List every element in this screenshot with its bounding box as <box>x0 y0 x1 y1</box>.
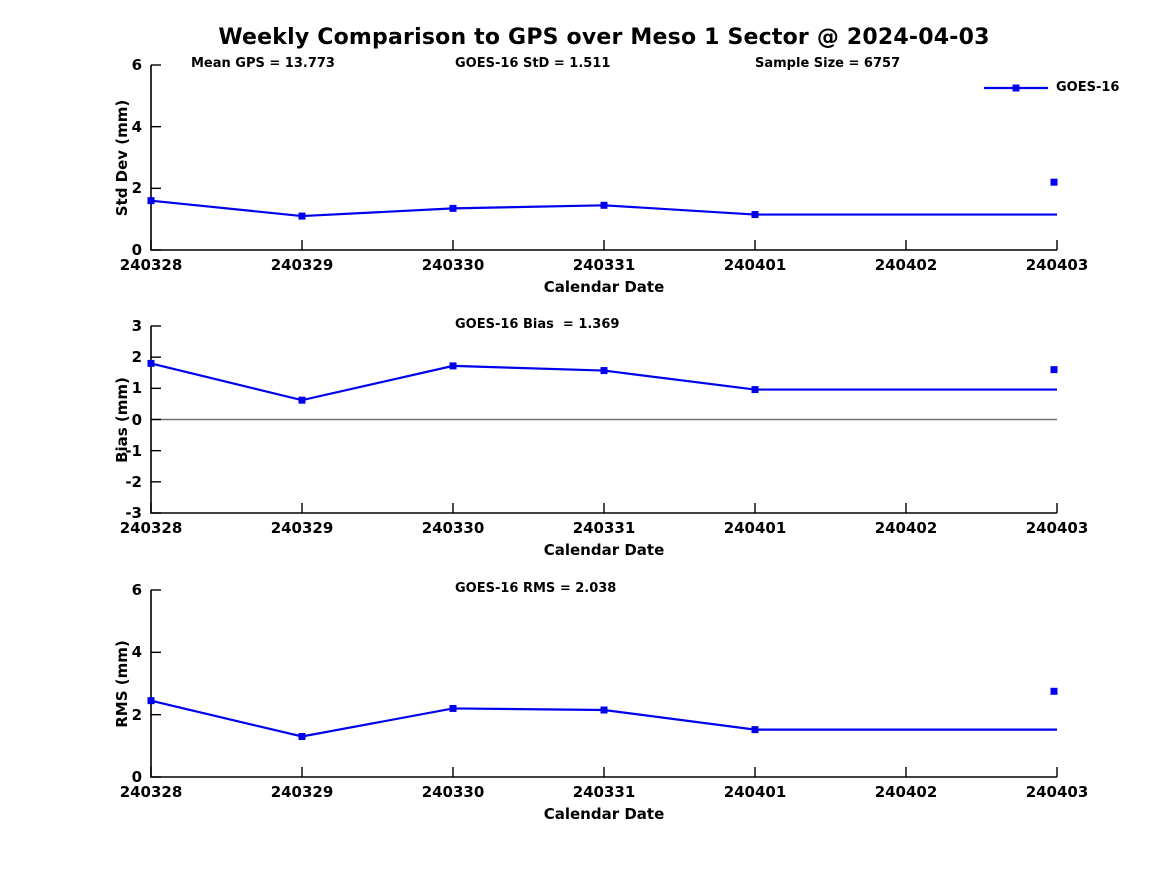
legend: GOES-16 <box>983 80 1119 95</box>
annotation: GOES-16 StD = 1.511 <box>455 56 611 71</box>
annotation: GOES-16 RMS = 2.038 <box>455 581 617 596</box>
data-point-marker <box>449 362 457 370</box>
y-tick-label: 0 <box>131 768 142 786</box>
y-axis-title: Bias (mm) <box>113 376 131 463</box>
y-tick-label: 2 <box>131 179 142 198</box>
axes-spines <box>150 590 1057 778</box>
data-point-marker <box>298 212 306 220</box>
data-point-marker <box>751 386 759 394</box>
x-tick-label: 240331 <box>572 256 636 274</box>
axes-spines <box>150 65 1057 251</box>
y-tick-label: 6 <box>131 581 142 599</box>
y-tick-label: 0 <box>131 241 142 259</box>
x-tick-label: 240329 <box>270 256 334 274</box>
data-point-marker <box>600 706 608 714</box>
data-point-marker <box>147 197 155 205</box>
x-tick-label: 240403 <box>1025 519 1089 537</box>
legend-marker <box>1012 84 1020 91</box>
x-tick-label: 240402 <box>874 783 938 801</box>
y-tick-label: -1 <box>125 441 142 460</box>
y-tick-label: 4 <box>131 643 142 662</box>
y-tick-label: 4 <box>131 117 142 136</box>
y-axis-title: Std Dev (mm) <box>113 99 131 216</box>
annotation: Mean GPS = 13.773 <box>191 56 335 71</box>
y-tick-label: -3 <box>125 504 142 522</box>
x-tick-label: 240330 <box>421 256 485 274</box>
data-point-marker <box>600 367 608 375</box>
annotation: GOES-16 Bias = 1.369 <box>455 317 620 332</box>
x-tick-label: 240402 <box>874 519 938 537</box>
figure-title: Weekly Comparison to GPS over Meso 1 Sec… <box>218 25 990 50</box>
data-point-marker <box>449 704 457 712</box>
x-axis-title: Calendar Date <box>543 541 665 559</box>
data-point-marker <box>298 396 306 404</box>
x-tick-label: 240331 <box>572 783 636 801</box>
goes16-line <box>150 362 1057 402</box>
y-tick-label: 1 <box>131 379 142 398</box>
x-tick-label: 240401 <box>723 783 787 801</box>
isolated-point-marker <box>1050 366 1058 374</box>
data-point-marker <box>751 211 759 219</box>
y-tick-label: 2 <box>131 705 142 724</box>
isolated-point-marker <box>1050 178 1058 186</box>
x-axis-title: Calendar Date <box>543 278 665 296</box>
x-tick-label: 240403 <box>1025 783 1089 801</box>
legend-line-icon <box>984 84 1048 91</box>
x-tick-label: 240330 <box>421 783 485 801</box>
x-tick-label: 240331 <box>572 519 636 537</box>
y-tick-label: 6 <box>131 56 142 74</box>
data-point-marker <box>600 201 608 209</box>
data-point-marker <box>147 359 155 367</box>
annotation: Sample Size = 6757 <box>755 56 901 71</box>
x-tick-label: 240401 <box>723 519 787 537</box>
x-tick-label: 240328 <box>119 256 183 274</box>
data-point-marker <box>751 726 759 734</box>
y-tick-label: 0 <box>131 410 142 429</box>
y-axis-title: RMS (mm) <box>113 639 131 728</box>
x-axis-title: Calendar Date <box>543 805 665 823</box>
y-tick-label: -2 <box>125 472 142 491</box>
x-tick-label: 240403 <box>1025 256 1089 274</box>
goes16-line <box>150 199 1057 218</box>
data-point-marker <box>298 732 306 740</box>
y-tick-label: 2 <box>131 348 142 367</box>
data-point-marker <box>147 697 155 705</box>
x-tick-label: 240329 <box>270 783 334 801</box>
goes16-line <box>150 699 1057 738</box>
x-tick-label: 240330 <box>421 519 485 537</box>
y-tick-label: 3 <box>131 317 142 335</box>
x-tick-label: 240329 <box>270 519 334 537</box>
data-point-marker <box>449 204 457 212</box>
legend-label: GOES-16 <box>1056 80 1120 95</box>
x-tick-label: 240328 <box>119 783 183 801</box>
x-tick-label: 240402 <box>874 256 938 274</box>
x-tick-label: 240328 <box>119 519 183 537</box>
isolated-point-marker <box>1050 687 1058 695</box>
x-tick-label: 240401 <box>723 256 787 274</box>
